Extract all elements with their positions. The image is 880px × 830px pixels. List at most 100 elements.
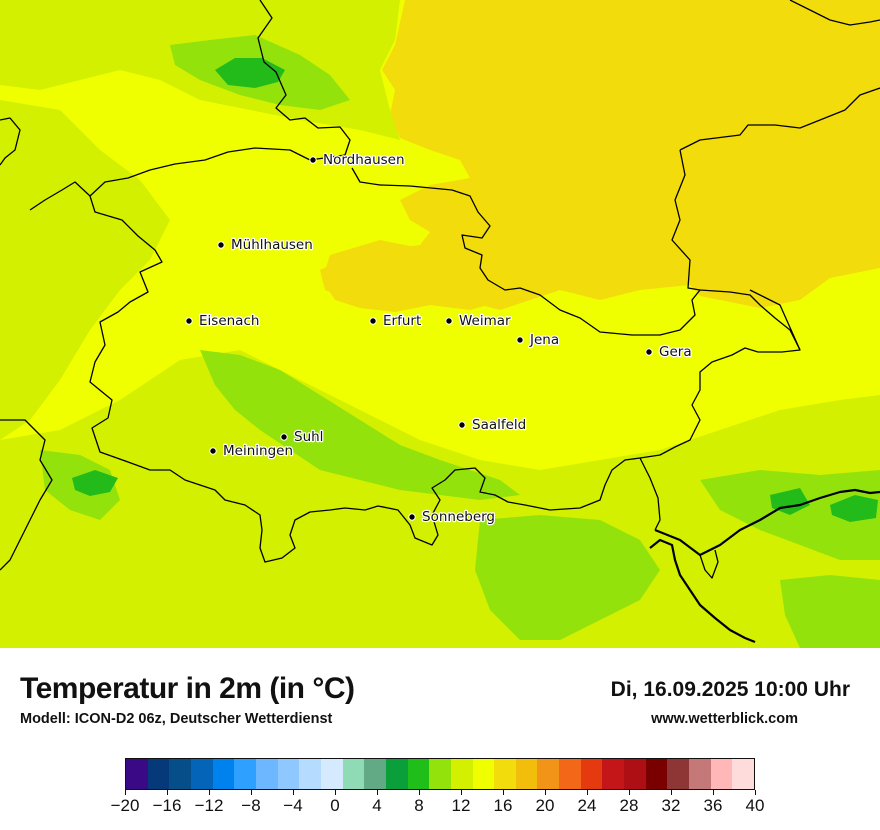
lime-zone-west — [0, 100, 170, 440]
colorbar-tick-label: −16 — [152, 796, 182, 815]
colorbar-segment — [320, 759, 343, 789]
colorbar-tick — [628, 790, 630, 795]
city-label: Saalfeld — [472, 417, 526, 433]
colorbar-tick — [754, 790, 756, 795]
city-dot — [309, 156, 317, 164]
city-label: Jena — [529, 332, 559, 348]
city-marker[interactable]: Sonneberg — [408, 508, 496, 526]
city-marker[interactable]: Gera — [645, 343, 693, 361]
warm-zone-central — [322, 240, 520, 312]
model-source-text: Modell: ICON-D2 06z, Deutscher Wetterdie… — [20, 711, 333, 727]
colorbar-segment — [624, 759, 646, 789]
colorbar-tick — [502, 790, 504, 795]
colorbar-tick-label: 20 — [535, 796, 555, 815]
bavaria-east-line — [639, 457, 661, 531]
city-dot — [209, 447, 217, 455]
cold-spot-far-east — [830, 495, 878, 522]
north-border-ne — [789, 0, 880, 26]
city-dot — [280, 433, 288, 441]
saxony-border-east — [671, 149, 701, 291]
website-link[interactable]: www.wetterblick.com — [651, 711, 798, 727]
hesse-border — [29, 181, 91, 211]
city-dot — [645, 348, 653, 356]
colorbar-tick-label: 40 — [745, 796, 765, 815]
colorbar-segment — [147, 759, 170, 789]
city-label: Mühlhausen — [231, 237, 313, 253]
colorbar-segment — [645, 759, 668, 789]
colorbar-segment — [450, 759, 473, 789]
colorbar-segment — [537, 759, 560, 789]
city-label: Gera — [659, 344, 692, 360]
city-marker[interactable]: Weimar — [445, 312, 512, 330]
city-dot — [445, 317, 453, 325]
city-dot — [408, 513, 416, 521]
city-label: Eisenach — [199, 313, 259, 329]
colorbar-tick — [544, 790, 546, 795]
northwest-border — [0, 117, 21, 166]
saxony-east-line — [749, 289, 801, 351]
colorbar-segment — [559, 759, 581, 789]
colorbar-tick-label: −12 — [194, 796, 224, 815]
cold-spot-rhoen — [72, 470, 118, 496]
colorbar-segment — [407, 759, 430, 789]
colorbar-tick-label: 28 — [619, 796, 639, 815]
colorbar-segment — [710, 759, 733, 789]
colorbar-segment — [429, 759, 451, 789]
colorbar-tick — [208, 790, 210, 795]
colorbar-tick — [166, 790, 168, 795]
city-label: Erfurt — [383, 313, 421, 329]
city-dot — [458, 421, 466, 429]
colorbar-segment — [190, 759, 213, 789]
city-dot — [369, 317, 377, 325]
colorbar-ticks: −20 −16 −12 −8 −4 0 4 8 12 16 20 24 28 32 36 40 — [111, 790, 764, 820]
green-zone-south — [475, 515, 660, 640]
east-connector — [699, 549, 719, 579]
green-zone-east-edge — [780, 575, 880, 648]
colorbar-tick — [670, 790, 672, 795]
warm-zone-northeast — [320, 0, 880, 310]
city-marker[interactable]: Saalfeld — [458, 416, 528, 434]
colorbar-segment — [299, 759, 321, 789]
city-marker[interactable]: Meiningen — [209, 442, 294, 460]
forecast-datetime: Di, 16.09.2025 10:00 Uhr — [610, 678, 850, 701]
colorbar-tick-label: −8 — [241, 796, 261, 815]
colorbar-tick — [376, 790, 378, 795]
colorbar-tick-label: 0 — [330, 796, 340, 815]
colorbar-segment — [580, 759, 603, 789]
city-label: Meiningen — [223, 443, 293, 459]
thuringia-border — [89, 0, 801, 563]
colorbar-tick-label: 4 — [372, 796, 382, 815]
city-marker[interactable]: Suhl — [280, 428, 325, 446]
city-marker[interactable]: Jena — [516, 331, 560, 349]
city-marker[interactable]: Erfurt — [369, 312, 422, 330]
city-dot — [516, 336, 524, 344]
saxony-border — [679, 87, 880, 151]
city-label: Sonneberg — [422, 509, 495, 525]
colorbar-tick — [418, 790, 420, 795]
temperature-colorbar — [125, 758, 755, 790]
city-marker[interactable]: Nordhausen — [309, 151, 406, 169]
colorbar-tick-label: −20 — [110, 796, 140, 815]
city-marker[interactable]: Eisenach — [185, 312, 261, 330]
city-label: Weimar — [459, 313, 511, 329]
temperature-map[interactable]: Nordhausen Mühlhausen Eisenach Erfurt Weimar… — [0, 0, 880, 648]
colorbar-segment — [277, 759, 300, 789]
colorbar-tick — [712, 790, 714, 795]
colorbar-tick — [292, 790, 294, 795]
colorbar-tick-label: 32 — [661, 796, 681, 815]
colorbar-segment — [169, 759, 191, 789]
southwest-border — [0, 419, 53, 571]
colorbar-tick — [250, 790, 252, 795]
colorbar-segment — [212, 759, 235, 789]
state-borders — [0, 0, 880, 644]
map-legend-footer: Temperatur in 2m (in °C) Modell: ICON-D2… — [0, 648, 880, 830]
colorbar-segment — [126, 759, 148, 789]
colorbar-segment — [342, 759, 365, 789]
colorbar-segment — [667, 759, 690, 789]
colorbar-tick — [334, 790, 336, 795]
city-markers: Nordhausen Mühlhausen Eisenach Erfurt Weimar… — [185, 151, 693, 526]
colorbar-segment — [472, 759, 495, 789]
colorbar-tick — [124, 790, 126, 795]
city-marker[interactable]: Mühlhausen — [217, 236, 314, 254]
colorbar-segment — [515, 759, 538, 789]
